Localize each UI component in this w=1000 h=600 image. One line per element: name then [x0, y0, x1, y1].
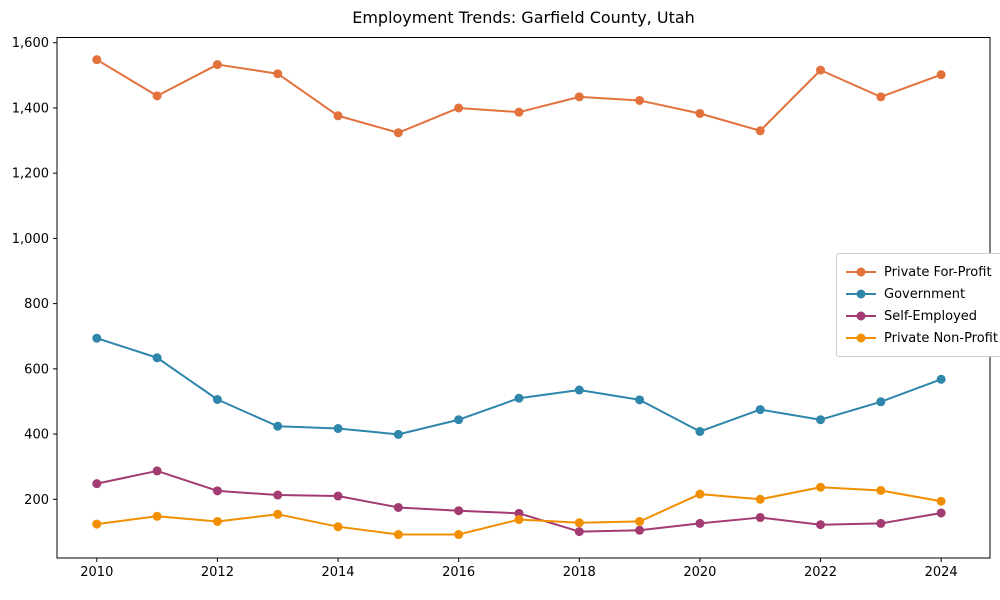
- data-point-self-employed: [514, 508, 524, 518]
- y-tick-label: 400: [24, 428, 49, 443]
- data-point-government: [936, 374, 946, 384]
- series-line-government: [95, 337, 943, 436]
- x-tick-label: 2012: [201, 565, 234, 580]
- data-point-private-non-profit: [936, 496, 946, 506]
- data-point-self-employed: [333, 491, 343, 501]
- data-point-private-non-profit: [514, 515, 524, 525]
- data-point-self-employed: [273, 490, 283, 500]
- legend: Private For-Profit Government Self-Employe…: [836, 253, 1000, 357]
- data-point-government: [92, 333, 102, 343]
- legend-item-self-employed: Self-Employed: [846, 305, 998, 327]
- data-point-private-non-profit: [454, 530, 464, 540]
- data-point-private-non-profit: [152, 511, 162, 521]
- x-tick-label: 2016: [442, 565, 475, 580]
- legend-item-private-for-profit: Private For-Profit: [846, 261, 998, 283]
- data-point-private-for-profit: [635, 95, 645, 105]
- legend-item-private-non-profit: Private Non-Profit: [846, 327, 998, 349]
- legend-line-marker-icon: [846, 333, 876, 343]
- legend-line-marker-icon: [846, 289, 876, 299]
- x-tick-label: 2010: [80, 565, 113, 580]
- data-point-private-for-profit: [92, 55, 102, 65]
- x-tick-label: 2022: [804, 565, 837, 580]
- y-tick-label: 600: [24, 362, 49, 377]
- data-point-private-for-profit: [936, 70, 946, 80]
- data-point-private-non-profit: [755, 494, 765, 504]
- data-point-self-employed: [816, 520, 826, 530]
- data-point-private-non-profit: [393, 530, 403, 540]
- legend-label: Private Non-Profit: [884, 330, 998, 346]
- data-point-government: [212, 395, 222, 405]
- data-point-self-employed: [454, 506, 464, 516]
- data-point-private-for-profit: [816, 65, 826, 75]
- data-point-government: [152, 353, 162, 363]
- data-point-self-employed: [635, 525, 645, 535]
- data-point-private-non-profit: [92, 519, 102, 529]
- data-point-private-for-profit: [755, 126, 765, 136]
- y-tick-label: 1,000: [12, 232, 49, 247]
- y-tick-label: 1,200: [12, 167, 49, 182]
- x-tick-label: 2018: [563, 565, 596, 580]
- data-point-government: [273, 421, 283, 431]
- data-point-self-employed: [92, 479, 102, 489]
- data-point-government: [876, 397, 886, 407]
- x-tick-label: 2014: [321, 565, 354, 580]
- data-point-private-for-profit: [393, 128, 403, 138]
- data-point-private-non-profit: [333, 522, 343, 532]
- data-point-self-employed: [152, 466, 162, 476]
- legend-line-marker-icon: [846, 311, 876, 321]
- data-point-government: [635, 395, 645, 405]
- data-point-private-for-profit: [273, 69, 283, 79]
- data-point-self-employed: [393, 502, 403, 512]
- data-point-self-employed: [876, 518, 886, 528]
- data-point-private-non-profit: [876, 485, 886, 495]
- data-point-private-non-profit: [695, 489, 705, 499]
- legend-label: Government: [884, 286, 966, 302]
- legend-label: Private For-Profit: [884, 264, 992, 280]
- data-point-private-for-profit: [695, 108, 705, 118]
- data-point-private-non-profit: [212, 516, 222, 526]
- data-point-private-for-profit: [212, 60, 222, 70]
- data-point-private-for-profit: [574, 92, 584, 102]
- data-point-private-non-profit: [574, 518, 584, 528]
- x-tick-label: 2024: [925, 565, 958, 580]
- data-point-government: [514, 393, 524, 403]
- legend-item-government: Government: [846, 283, 998, 305]
- y-tick-label: 1,600: [12, 36, 49, 51]
- chart-title: Employment Trends: Garfield County, Utah: [352, 8, 695, 27]
- y-tick-label: 1,400: [12, 101, 49, 116]
- data-point-government: [454, 415, 464, 425]
- data-point-self-employed: [755, 513, 765, 523]
- data-point-private-for-profit: [876, 92, 886, 102]
- data-point-private-non-profit: [273, 509, 283, 519]
- data-point-private-for-profit: [454, 103, 464, 113]
- data-point-government: [695, 426, 705, 436]
- data-point-government: [755, 405, 765, 415]
- data-point-private-for-profit: [152, 91, 162, 101]
- data-point-government: [393, 429, 403, 439]
- data-point-government: [574, 385, 584, 395]
- data-point-government: [816, 415, 826, 425]
- y-tick-label: 800: [24, 297, 49, 312]
- data-point-self-employed: [936, 508, 946, 518]
- data-point-private-for-profit: [333, 111, 343, 121]
- data-point-self-employed: [212, 486, 222, 496]
- legend-line-marker-icon: [846, 267, 876, 277]
- y-tick-label: 200: [24, 493, 49, 508]
- legend-label: Self-Employed: [884, 308, 978, 324]
- x-tick-label: 2020: [683, 565, 716, 580]
- data-point-private-for-profit: [514, 107, 524, 117]
- series-line-private-for-profit: [95, 58, 943, 134]
- data-point-government: [333, 424, 343, 434]
- data-point-private-non-profit: [816, 482, 826, 492]
- data-point-self-employed: [574, 527, 584, 537]
- data-point-self-employed: [695, 518, 705, 528]
- data-point-private-non-profit: [635, 516, 645, 526]
